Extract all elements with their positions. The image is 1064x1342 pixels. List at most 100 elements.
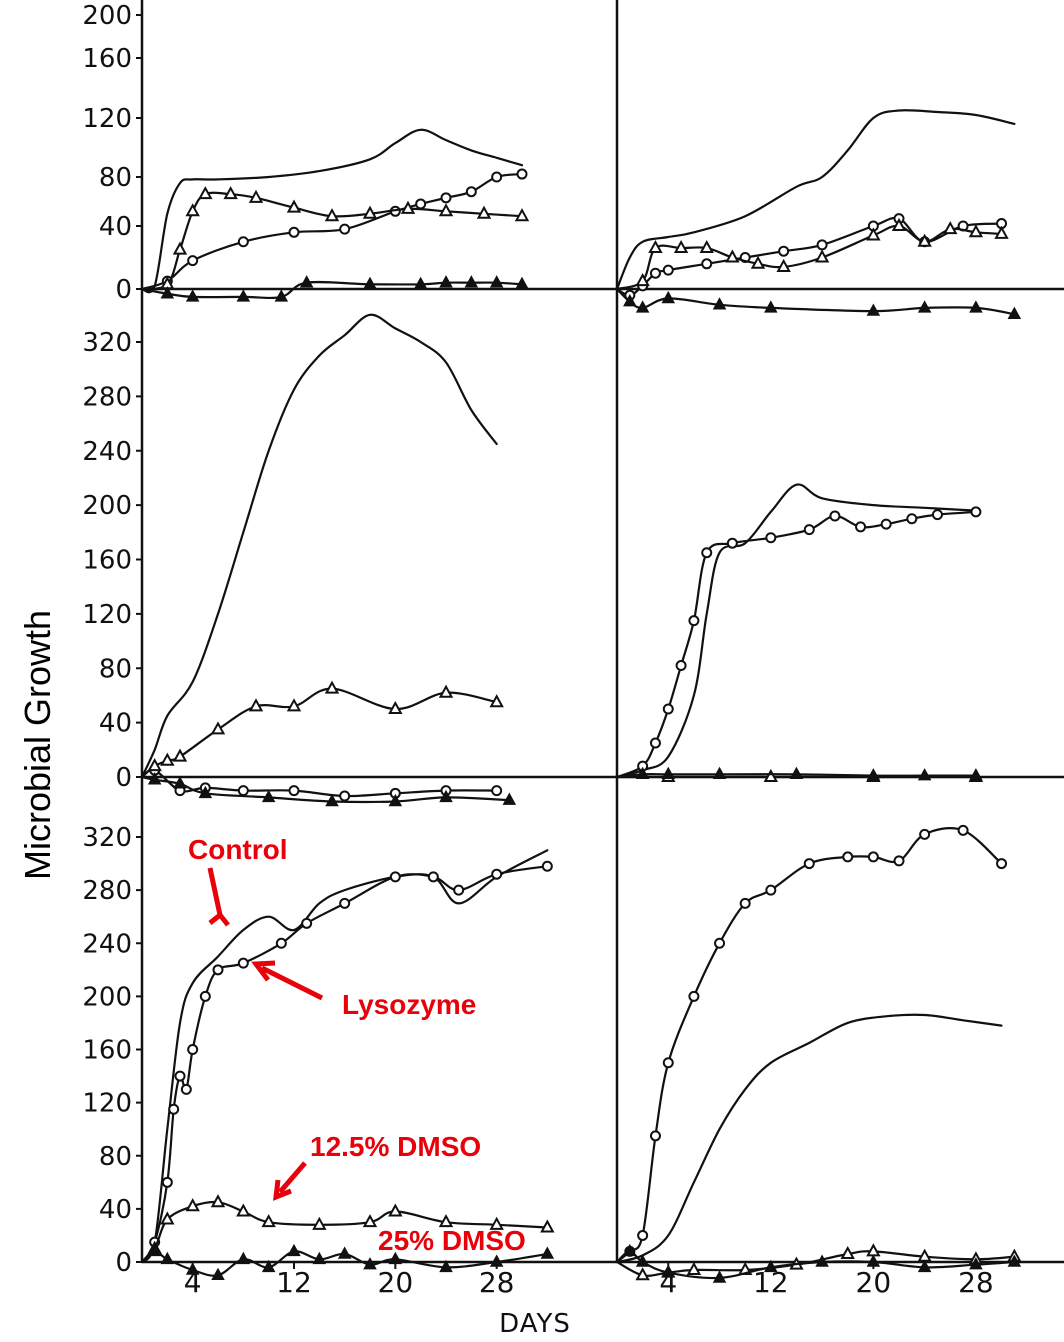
- point-25-dmso: [635, 300, 650, 313]
- point-lysozyme: [765, 532, 777, 544]
- point-25-dmso: [635, 1254, 650, 1267]
- y-tick-label: 320: [82, 328, 132, 358]
- y-tick-label: 280: [82, 876, 132, 906]
- point-12-5-dmso: [891, 217, 907, 231]
- point-lysozyme: [778, 245, 790, 257]
- point-12-5-dmso: [388, 1203, 403, 1217]
- point-25-dmso: [312, 1251, 327, 1265]
- point-lysozyme: [465, 186, 477, 198]
- point-12-5-dmso: [261, 1214, 276, 1228]
- point-lysozyme: [427, 871, 439, 883]
- x-tick-label: 4: [659, 1266, 677, 1299]
- point-12-5-dmso: [210, 1194, 226, 1208]
- point-lysozyme: [161, 1176, 173, 1188]
- point-lysozyme: [662, 1057, 674, 1069]
- y-tick-label: 120: [82, 1089, 132, 1119]
- x-tick-label: 20: [856, 1266, 892, 1299]
- point-lysozyme: [180, 1083, 192, 1095]
- point-25-dmso: [439, 789, 453, 803]
- point-25-dmso: [363, 1257, 377, 1270]
- point-lysozyme: [288, 226, 300, 238]
- point-lysozyme: [288, 785, 300, 797]
- point-12-5-dmso: [362, 1214, 378, 1228]
- point-12-5-dmso: [917, 233, 932, 247]
- point-25-dmso: [515, 276, 529, 290]
- x-axis-title: DAYS: [499, 1309, 571, 1339]
- x-tick-label: 12: [753, 1266, 789, 1299]
- series-line-12-5-dmso: [140, 191, 524, 291]
- y-tick-label: 80: [99, 654, 132, 684]
- series-line-lysozyme: [140, 768, 498, 798]
- point-12-5-dmso: [286, 199, 302, 213]
- point-25-dmso: [661, 766, 676, 780]
- point-12-5-dmso: [648, 239, 663, 254]
- y-tick-label: 240: [82, 929, 132, 959]
- y-tick-label: 200: [82, 982, 132, 1012]
- y-tick-label: 200: [82, 1, 132, 31]
- annotation-control: Control: [188, 834, 288, 865]
- point-lysozyme: [491, 785, 503, 797]
- point-25-dmso: [635, 766, 650, 780]
- point-lysozyme: [649, 1130, 661, 1142]
- point-25-dmso: [969, 300, 983, 313]
- point-lysozyme: [893, 855, 905, 867]
- panel-bottom-right: [615, 824, 1022, 1283]
- point-lysozyme: [637, 1229, 649, 1241]
- point-lysozyme: [491, 171, 503, 183]
- point-25-dmso: [147, 772, 162, 785]
- point-25-dmso: [623, 1243, 637, 1257]
- point-lysozyme: [453, 884, 465, 896]
- point-25-dmso: [464, 275, 479, 288]
- plot-layers: [136, 14, 1022, 1283]
- arrow-control-head: [208, 911, 230, 927]
- point-lysozyme: [829, 510, 841, 522]
- y-axis-title: Microbial Growth: [17, 610, 58, 880]
- point-lysozyme: [970, 506, 982, 518]
- point-12-5-dmso: [185, 203, 200, 217]
- point-lysozyme: [389, 871, 401, 883]
- arrow-dmso-12-5-head: [273, 1179, 292, 1201]
- point-25-dmso: [185, 289, 200, 302]
- point-lysozyme: [440, 192, 452, 204]
- point-12-5-dmso: [362, 205, 378, 219]
- y-tick-labels: 200 160 120 80 40 0 320 280 240 200 160 120 80 40 0 320…: [82, 1, 132, 1278]
- point-12-5-dmso: [160, 1211, 175, 1225]
- point-25-dmso: [236, 289, 251, 302]
- y-tick-label: 40: [99, 212, 132, 242]
- point-lysozyme: [168, 1103, 180, 1115]
- panel-axes: [140, 0, 1064, 1264]
- point-25-dmso: [489, 275, 504, 288]
- point-lysozyme: [339, 897, 351, 909]
- x-tick-label: 20: [378, 1266, 414, 1299]
- point-25-dmso: [1007, 1254, 1022, 1267]
- point-25-dmso: [274, 289, 289, 302]
- point-25-dmso: [917, 768, 932, 781]
- point-25-dmso: [439, 275, 453, 288]
- annotation-dmso-12-5: 12.5% DMSO: [310, 1131, 481, 1162]
- series-line-lysozyme: [140, 173, 524, 291]
- point-lysozyme: [339, 790, 351, 802]
- point-lysozyme: [541, 860, 553, 872]
- point-12-5-dmso: [840, 1245, 855, 1260]
- point-lysozyme: [701, 547, 713, 559]
- point-25-dmso: [712, 766, 727, 780]
- series-line-control: [140, 849, 549, 1264]
- point-25-dmso: [623, 294, 637, 307]
- point-12-5-dmso: [160, 752, 175, 766]
- y-tick-label: 160: [82, 546, 132, 576]
- series-line-25-dmso: [615, 287, 1016, 316]
- point-12-5-dmso: [324, 680, 340, 694]
- point-lysozyme: [199, 990, 211, 1002]
- x-tick-label: 28: [479, 1266, 515, 1299]
- point-lysozyme: [187, 1044, 199, 1055]
- point-25-dmso: [540, 1246, 555, 1259]
- y-tick-label: 120: [82, 600, 132, 630]
- point-12-5-dmso: [248, 189, 264, 203]
- point-lysozyme: [688, 615, 700, 627]
- point-12-5-dmso: [489, 1216, 504, 1230]
- point-lysozyme: [739, 897, 751, 909]
- point-lysozyme: [275, 937, 287, 949]
- point-lysozyme: [880, 518, 892, 530]
- y-tick-label: 160: [82, 44, 132, 74]
